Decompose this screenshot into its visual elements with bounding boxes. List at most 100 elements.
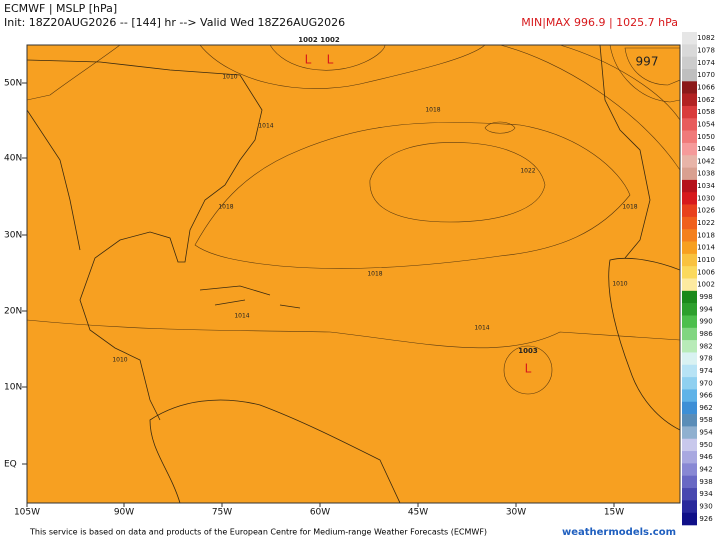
- colorbar-swatch: [682, 278, 697, 292]
- colorbar-label: 934: [699, 490, 713, 498]
- contour-label: 1018: [425, 107, 440, 114]
- colorbar-label: 954: [699, 429, 713, 437]
- colorbar-label: 974: [699, 367, 713, 375]
- colorbar-swatch: [682, 56, 697, 70]
- colorbar-swatch: [682, 155, 697, 168]
- colorbar-swatch: [682, 68, 697, 82]
- colorbar-label: 1054: [697, 120, 715, 128]
- contour-label: 1018: [218, 204, 233, 211]
- colorbar-swatch: [682, 463, 697, 476]
- colorbar-label: 1030: [697, 194, 715, 202]
- colorbar-swatch: [682, 179, 697, 193]
- contour-label: 1010: [222, 74, 237, 81]
- colorbar-label: 1058: [697, 108, 715, 116]
- colorbar-label: 958: [699, 416, 712, 424]
- colorbar-label: 926: [699, 515, 713, 523]
- colorbar-swatch: [682, 488, 697, 501]
- colorbar-swatch: [682, 426, 697, 440]
- lon-label: 30W: [506, 508, 526, 518]
- colorbar-label: 1050: [697, 133, 715, 141]
- colorbar-label: 1022: [697, 219, 715, 227]
- colorbar-label: 998: [699, 293, 712, 301]
- colorbar-swatch: [682, 192, 697, 205]
- lat-label: 30N: [4, 231, 22, 241]
- colorbar-label: 962: [699, 404, 712, 412]
- colorbar-swatch: [682, 253, 697, 267]
- lon-label: 90W: [114, 508, 134, 518]
- contour-label: 1010: [612, 281, 627, 288]
- contour-label: 997: [636, 55, 659, 69]
- colorbar-swatch: [682, 118, 697, 131]
- colorbar-swatch: [682, 130, 697, 144]
- colorbar-swatch: [682, 315, 697, 329]
- colorbar-swatch: [682, 377, 697, 390]
- colorbar-label: 1062: [697, 96, 715, 104]
- colorbar-swatch: [682, 352, 697, 366]
- colorbar-label: 950: [699, 441, 712, 449]
- low-marker: L: [305, 53, 312, 67]
- contour-label: 1002: [320, 36, 340, 44]
- contour-label: 1018: [367, 271, 382, 278]
- colorbar-label: 1010: [697, 256, 715, 264]
- colorbar-swatch: [682, 500, 697, 513]
- colorbar-label: 1038: [697, 170, 715, 178]
- colorbar-swatch: [682, 266, 697, 279]
- map: [27, 45, 680, 503]
- lon-label: 105W: [14, 508, 40, 518]
- colorbar-label: 930: [699, 503, 712, 511]
- colorbar-label: 942: [699, 466, 712, 474]
- footer-site: weathermodels.com: [562, 527, 676, 538]
- colorbar-label: 1066: [697, 83, 715, 91]
- colorbar-swatch: [682, 93, 697, 107]
- colorbar-label: 970: [699, 379, 712, 387]
- contour-label: 1002: [298, 36, 318, 44]
- colorbar-label: 1014: [697, 244, 715, 252]
- lon-label: 60W: [310, 508, 330, 518]
- colorbar-label: 946: [699, 453, 713, 461]
- lon-label: 45W: [408, 508, 428, 518]
- colorbar-swatch: [682, 32, 697, 45]
- colorbar-swatch: [682, 364, 697, 378]
- colorbar-swatch: [682, 216, 697, 230]
- colorbar-label: 1034: [697, 182, 715, 190]
- lat-label: 20N: [4, 307, 22, 317]
- colorbar-label: 986: [699, 330, 713, 338]
- min-max: MIN|MAX 996.9 | 1025.7 hPa: [521, 16, 678, 29]
- colorbar-label: 1074: [697, 59, 715, 67]
- colorbar-label: 1078: [697, 46, 715, 54]
- contour-label: 1003: [518, 347, 538, 355]
- contour-label: 1014: [474, 325, 489, 332]
- colorbar-label: 1046: [697, 145, 715, 153]
- low-marker: L: [327, 53, 334, 67]
- lat-label: 40N: [4, 154, 22, 164]
- colorbar-swatch: [682, 401, 697, 415]
- colorbar-swatch: [682, 389, 697, 403]
- colorbar-swatch: [682, 512, 697, 526]
- subtitle: Init: 18Z20AUG2026 -- [144] hr --> Valid…: [4, 16, 345, 29]
- lon-label: 15W: [604, 508, 624, 518]
- colorbar-swatch: [682, 142, 697, 156]
- colorbar-label: 978: [699, 355, 712, 363]
- colorbar-label: 1002: [697, 281, 715, 289]
- lat-label: 10N: [4, 383, 22, 393]
- contour-label: 1022: [520, 168, 535, 175]
- colorbar-swatch: [682, 303, 697, 316]
- low-marker: L: [525, 362, 532, 376]
- contour-label: 1014: [258, 123, 273, 130]
- colorbar-swatch: [682, 414, 697, 427]
- colorbar-label: 1018: [697, 231, 715, 239]
- colorbar-swatch: [682, 451, 697, 464]
- colorbar-label: 966: [699, 392, 713, 400]
- footer-notice: This service is based on data and produc…: [29, 528, 487, 537]
- colorbar-label: 1006: [697, 268, 715, 276]
- colorbar-swatch: [682, 340, 697, 353]
- lat-label: EQ: [4, 460, 17, 470]
- colorbar-swatch: [682, 241, 697, 255]
- lon-label: 75W: [212, 508, 232, 518]
- colorbar-label: 1070: [697, 71, 715, 79]
- colorbar-swatch: [682, 327, 697, 341]
- colorbar-label: 994: [699, 305, 713, 313]
- colorbar-label: 938: [699, 478, 712, 486]
- colorbar-label: 1026: [697, 207, 715, 215]
